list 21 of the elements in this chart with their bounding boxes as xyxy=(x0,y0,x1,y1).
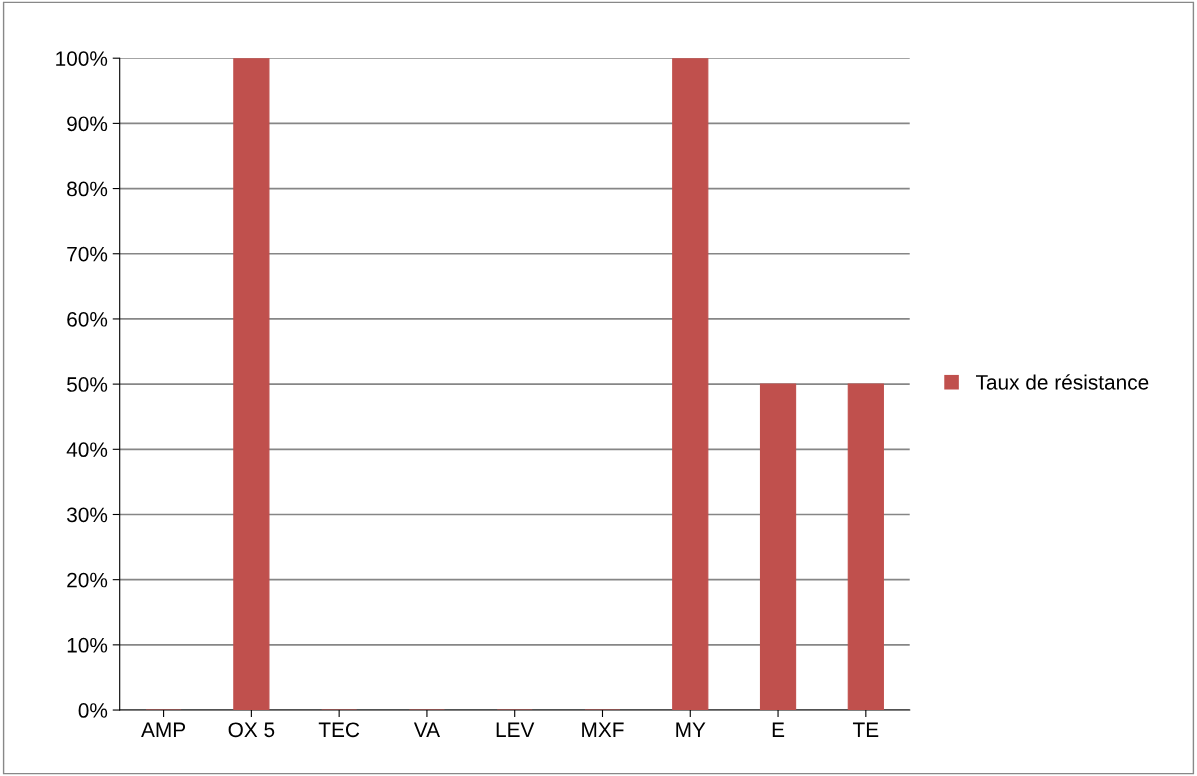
y-tick-label: 50% xyxy=(67,377,108,392)
y-tick-label: 80% xyxy=(67,181,108,197)
y-tick-label: 40% xyxy=(66,442,108,458)
x-tick-label: VA xyxy=(413,722,441,737)
y-tick-label: 60% xyxy=(67,311,108,327)
legend-label: Taux de résistance xyxy=(975,374,1149,390)
x-tick-label: TE xyxy=(852,722,879,737)
x-tick-label: E xyxy=(772,722,785,737)
y-tick-label: 70% xyxy=(67,246,108,262)
y-tick-label: 30% xyxy=(66,507,108,523)
x-tick-label: LEV xyxy=(496,722,535,737)
y-tick-label: 20% xyxy=(67,572,108,588)
x-tick-label: TEC xyxy=(318,722,360,738)
y-tick-label: 90% xyxy=(67,116,108,132)
y-tick-label: 0% xyxy=(78,703,108,718)
y-tick-label: 100% xyxy=(56,51,108,66)
x-tick-label: MXF xyxy=(582,722,624,737)
x-tick-label: MY xyxy=(676,722,706,737)
y-tick-label: 10% xyxy=(67,637,108,653)
x-tick-label: OX 5 xyxy=(228,722,275,738)
x-tick-label: AMP xyxy=(141,722,186,737)
